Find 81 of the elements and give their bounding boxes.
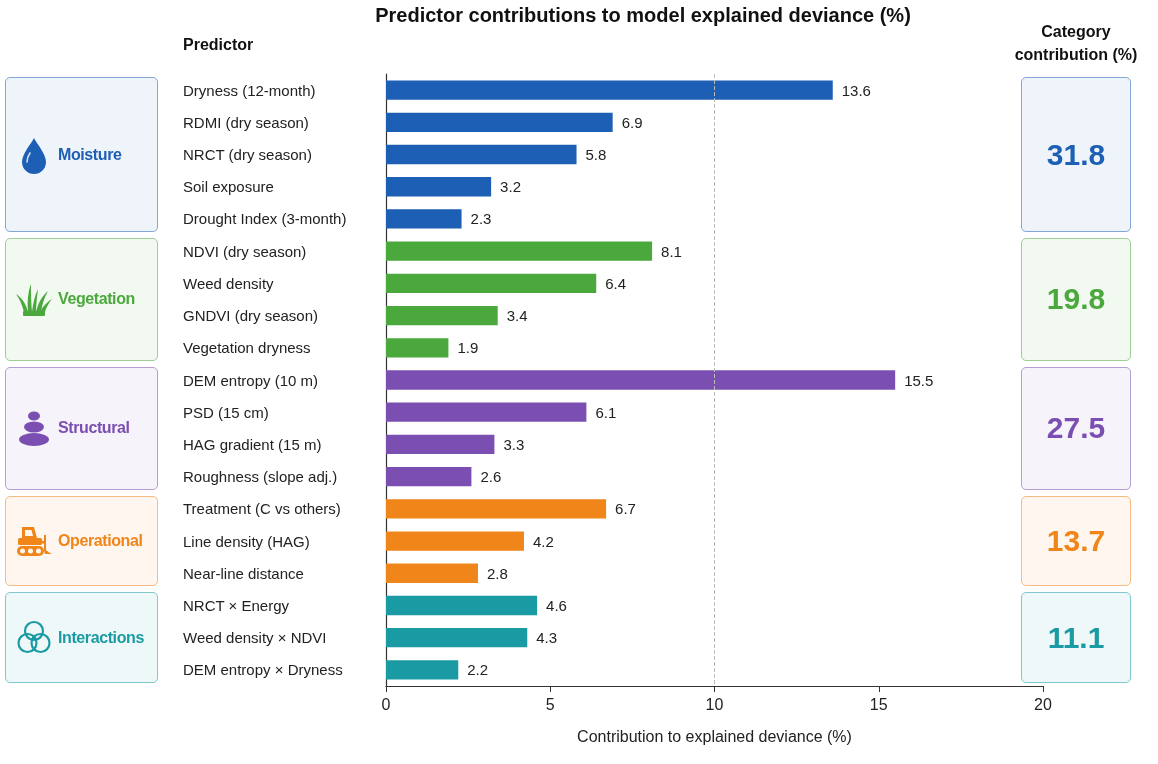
- data-label: 5.8: [585, 146, 607, 164]
- bar: [386, 209, 462, 229]
- data-label: 6.1: [595, 403, 617, 421]
- data-label: 4.6: [546, 596, 567, 614]
- data-label: 3.3: [503, 435, 525, 453]
- bar: [386, 177, 492, 197]
- y-tick-label: Soil exposure: [183, 178, 274, 196]
- y-tick-label: HAG gradient (15 m): [183, 435, 322, 453]
- group-card: Structural: [5, 366, 158, 490]
- data-label: 2.8: [486, 564, 508, 582]
- data-label: 3.2: [500, 178, 521, 196]
- summary-card: 31.8: [1021, 77, 1131, 233]
- bar: [386, 466, 472, 487]
- y-tick-label: Vegetation dryness: [183, 339, 311, 357]
- data-label: 2.2: [467, 661, 489, 679]
- summary-card: 19.8: [1021, 238, 1131, 361]
- y-tick-label: DEM entropy × Dryness: [183, 661, 343, 679]
- bar: [386, 80, 833, 100]
- chart-title: Predictor contributions to model explained deviance (%): [375, 4, 911, 26]
- y-tick-label: GNDVI (dry season): [183, 307, 319, 325]
- data-label: 6.4: [605, 274, 627, 292]
- data-label: 3.4: [506, 307, 528, 325]
- y-axis-title: Predictor: [183, 36, 254, 54]
- legend-label: Moisture: [58, 145, 122, 164]
- x-tick-label: 15: [869, 695, 888, 713]
- bar: [386, 112, 613, 132]
- bar: [386, 402, 587, 422]
- summary-card: 13.7: [1021, 495, 1131, 587]
- bar: [386, 660, 459, 680]
- y-tick-label: Line density (HAG): [183, 532, 310, 550]
- y-tick-label: NDVI (dry season): [183, 242, 307, 260]
- y-tick-label: Treatment (C vs others): [183, 500, 341, 518]
- summary-card: 11.1: [1021, 592, 1131, 683]
- bar: [386, 338, 449, 358]
- x-tick-label: 20: [1034, 695, 1052, 713]
- text: Category contribution (%): [1013, 22, 1139, 65]
- x-tick-label: 10: [705, 695, 724, 713]
- data-label: 4.2: [532, 532, 554, 550]
- y-tick-label: Near-line distance: [183, 564, 304, 582]
- summary-card: 27.5: [1021, 366, 1131, 490]
- y-tick-label: Weed density: [183, 274, 275, 292]
- bar: [386, 144, 577, 165]
- legend-label: Vegetation: [58, 290, 135, 309]
- y-tick-label: DEM entropy (10 m): [183, 371, 319, 389]
- bar: [386, 370, 896, 390]
- bar: [386, 273, 597, 294]
- bar: [386, 628, 528, 648]
- y-tick-label: Dryness (12-month): [183, 81, 316, 99]
- bar: [386, 563, 478, 583]
- y-tick-label: RDMI (dry season): [183, 113, 309, 131]
- y-tick-label: NRCT (dry season): [183, 146, 312, 164]
- x-tick-label: 5: [545, 695, 555, 713]
- data-label: 8.1: [661, 242, 682, 260]
- bar: [386, 531, 524, 551]
- y-tick-label: PSD (15 cm): [183, 403, 269, 421]
- group-card: Interactions: [5, 592, 158, 683]
- y-tick-label: Weed density × NDVI: [183, 629, 327, 647]
- y-tick-label: Drought Index (3-month): [183, 210, 347, 228]
- legend-label: Structural: [58, 419, 130, 438]
- data-label: 15.5: [904, 371, 934, 389]
- x-axis-title: Contribution to explained deviance (%): [577, 727, 852, 745]
- bar: [386, 241, 653, 261]
- bar: [386, 434, 495, 455]
- legend-label: Interactions: [58, 628, 144, 647]
- data-label: 6.9: [621, 113, 643, 131]
- data-label: 6.7: [615, 500, 636, 518]
- group-card: Moisture: [5, 77, 158, 233]
- y-tick-label: Roughness (slope adj.): [183, 468, 338, 486]
- legend-label: Operational: [58, 532, 143, 551]
- data-label: 2.6: [480, 468, 502, 486]
- data-label: 1.9: [457, 339, 479, 357]
- group-card: Vegetation: [5, 238, 158, 361]
- bar: [386, 595, 538, 616]
- x-tick-label: 0: [381, 695, 391, 713]
- bar: [386, 305, 498, 326]
- data-label: 13.6: [841, 81, 871, 99]
- data-label: 2.3: [470, 210, 492, 228]
- group-card: Operational: [5, 495, 158, 587]
- y-tick-label: NRCT × Energy: [183, 596, 290, 614]
- data-label: 4.3: [536, 629, 558, 647]
- bar: [386, 499, 607, 519]
